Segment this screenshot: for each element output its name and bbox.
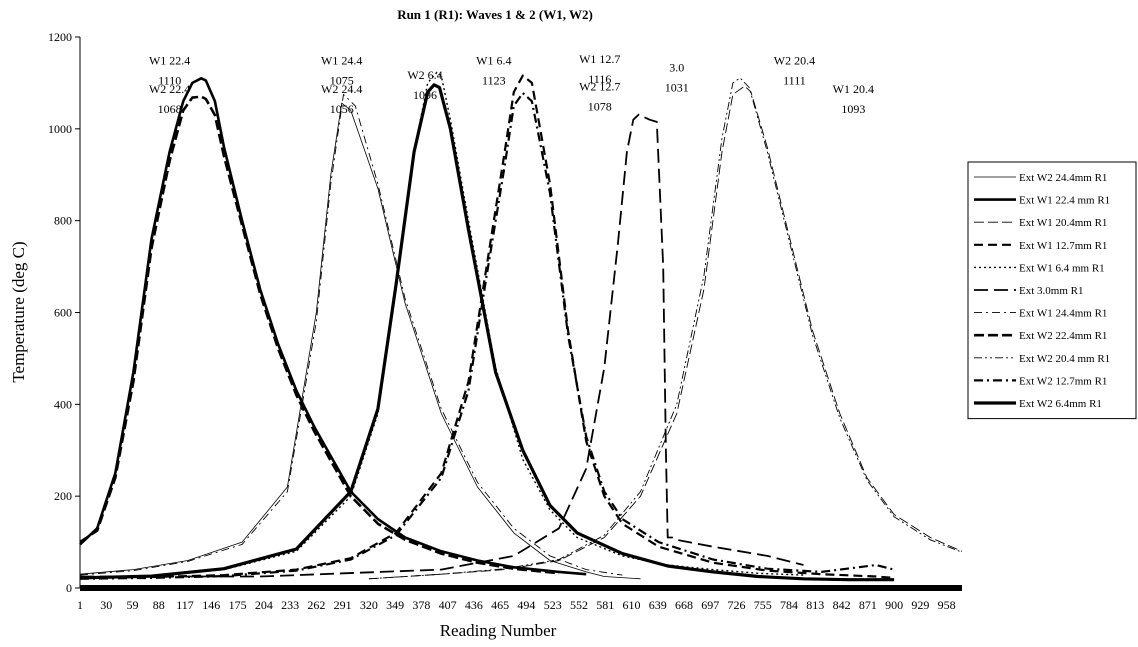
series-line-1 (79, 102, 641, 580)
peak-annotation: W2 12.7 (579, 80, 620, 94)
peak-annotation: 1096 (413, 88, 437, 102)
series-line-2 (79, 77, 587, 576)
peak-annotation: 1031 (665, 80, 689, 94)
x-tick-label: 958 (938, 598, 956, 612)
x-tick-label: 494 (517, 598, 535, 612)
x-tick-label: 523 (544, 598, 562, 612)
x-tick-label: 436 (465, 598, 483, 612)
series-line-11 (79, 83, 895, 582)
y-tick-label: 0 (66, 581, 72, 595)
x-tick-label: 204 (255, 598, 273, 612)
peak-annotation: W2 20.4 (774, 54, 815, 68)
y-axis-title: Temperature (deg C) (9, 241, 28, 382)
x-tick-label: 755 (754, 598, 772, 612)
legend-label: Ext W1 24.4mm R1 (1019, 308, 1107, 320)
peak-annotation: 1111 (783, 74, 806, 88)
y-tick-label: 800 (54, 214, 72, 228)
x-tick-label: 262 (307, 598, 325, 612)
legend-label: Ext W1 20.4mm R1 (1019, 217, 1107, 229)
series-line-7 (79, 93, 623, 576)
y-tick-label: 600 (54, 306, 72, 320)
legend-label: Ext W2 24.4mm R1 (1019, 172, 1107, 184)
x-axis-title: Reading Number (440, 621, 557, 640)
peak-annotation: W1 12.7 (579, 52, 620, 66)
peak-annotation: W1 24.4 (321, 54, 362, 68)
x-tick-label: 639 (649, 598, 667, 612)
x-tick-label: 88 (153, 598, 165, 612)
x-tick-label: 697 (701, 598, 719, 612)
peak-annotation: W1 20.4 (833, 82, 874, 96)
x-tick-label: 407 (439, 598, 457, 612)
peak-annotation: W2 24.4 (321, 82, 362, 96)
peak-annotation: 1116 (588, 72, 611, 86)
x-tick-label: 146 (202, 598, 220, 612)
legend-label: Ext W2 12.7mm R1 (1019, 375, 1107, 387)
x-tick-label: 30 (100, 598, 112, 612)
legend-label: Ext W1 12.7mm R1 (1019, 240, 1107, 252)
peak-annotation: W2 22.4 (149, 82, 190, 96)
series-line-8 (79, 95, 560, 575)
x-tick-label: 813 (806, 598, 824, 612)
peak-annotation: W1 22.4 (149, 54, 190, 68)
x-tick-label: 1 (77, 598, 83, 612)
series-line-4 (79, 74, 895, 579)
peak-annotation: 1123 (482, 74, 506, 88)
x-tick-label: 117 (176, 598, 194, 612)
peak-annotation: W1 6.4 (476, 54, 511, 68)
peak-annotation: 1056 (330, 102, 354, 116)
x-tick-label: 320 (360, 598, 378, 612)
x-tick-label: 349 (386, 598, 404, 612)
y-tick-label: 1000 (48, 122, 72, 136)
series-line-6 (80, 113, 804, 578)
x-tick-label: 900 (885, 598, 903, 612)
peak-annotation: 1068 (158, 102, 182, 116)
x-tick-label: 581 (596, 598, 614, 612)
series-line-10 (79, 91, 895, 580)
plot-area: 0 200 400 600 800 1000 1200 1 30 59 88 117 146 175 204… (48, 30, 963, 612)
legend-label: Ext W2 22.4mm R1 (1019, 330, 1107, 342)
peak-annotation: W2 6.4 (407, 68, 442, 82)
y-tick-label: 200 (54, 489, 72, 503)
x-tick-label: 291 (334, 598, 352, 612)
legend-label: Ext 3.0mm R1 (1019, 285, 1083, 297)
legend-label: Ext W2 20.4 mm R1 (1019, 353, 1110, 365)
x-tick-label: 784 (780, 598, 798, 612)
x-tick-label: 233 (281, 598, 299, 612)
legend-label: Ext W1 22.4 mm R1 (1019, 195, 1110, 207)
x-tick-label: 610 (622, 598, 640, 612)
x-tick-label: 871 (859, 598, 877, 612)
x-tick-label: 726 (728, 598, 746, 612)
x-tick-label: 842 (833, 598, 851, 612)
peak-annotation: 1075 (330, 74, 354, 88)
x-tick-label: 552 (570, 598, 588, 612)
chart-title: Run 1 (R1): Waves 1 & 2 (W1, W2) (397, 7, 593, 22)
peak-annotation: 3.0 (669, 60, 684, 74)
y-tick-label: 1200 (48, 30, 72, 44)
series-line-3 (368, 85, 963, 580)
series-line-9 (368, 77, 963, 580)
peak-annotation: 1093 (841, 102, 865, 116)
x-tick-label: 175 (229, 598, 247, 612)
series-line-5 (79, 71, 804, 580)
y-tick-label: 400 (54, 397, 72, 411)
x-tick-label: 929 (911, 598, 929, 612)
peak-annotation: 1078 (588, 100, 612, 114)
legend-label: Ext W1 6.4 mm R1 (1019, 262, 1105, 274)
legend: Ext W2 24.4mm R1 Ext W1 22.4 mm R1 Ext W1 … (967, 161, 1137, 420)
x-tick-label: 378 (412, 598, 430, 612)
peak-annotation: 1110 (158, 74, 181, 88)
x-tick-label: 668 (675, 598, 693, 612)
legend-label: Ext W2 6.4mm R1 (1019, 398, 1102, 410)
x-tick-label: 465 (491, 598, 509, 612)
x-tick-label: 59 (127, 598, 139, 612)
